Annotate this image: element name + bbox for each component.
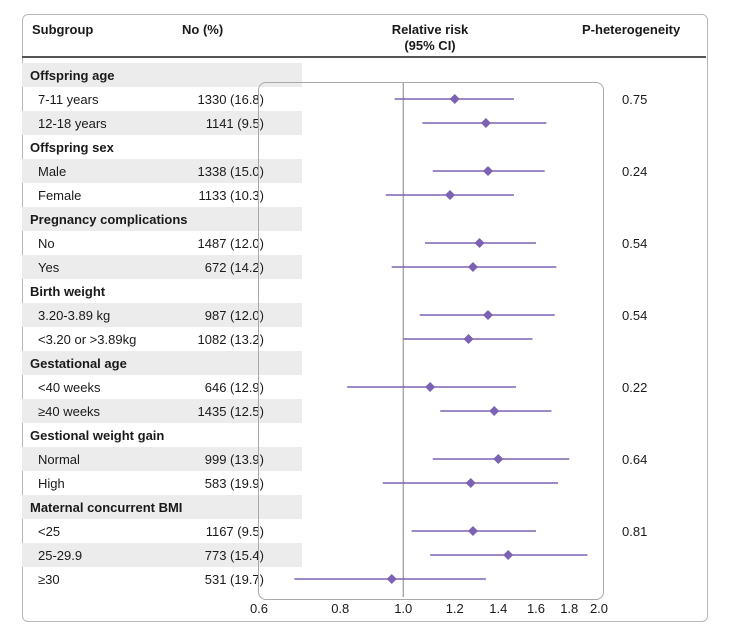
table-row: ≥30 531 (19.7) <box>22 567 302 591</box>
x-tick-label: 0.6 <box>250 601 268 616</box>
p-heterogeneity-header: P-heterogeneity <box>582 22 681 37</box>
table-row: No 1487 (12.0) <box>22 231 302 255</box>
table-row: ≥40 weeks 1435 (12.5) <box>22 399 302 423</box>
point-estimate-diamond <box>489 406 500 416</box>
row-label: <3.20 or >3.89kg <box>38 332 137 347</box>
count-percent: 672 (14.2) <box>204 260 264 275</box>
x-tick-label: 1.6 <box>527 601 545 616</box>
count-percent: 1487 (12.0) <box>197 236 265 251</box>
row-label: Male <box>38 164 67 179</box>
point-estimate-diamond <box>425 382 436 392</box>
row-label: Yes <box>38 260 60 275</box>
row-label: Female <box>38 188 82 203</box>
table-row: 7-11 years 1330 (16.8) <box>22 87 302 111</box>
point-estimate-diamond <box>444 190 455 200</box>
rr-header-line1: Relative risk <box>391 22 469 37</box>
p-heterogeneity-value: 0.54 <box>622 308 648 323</box>
row-label: 25-29.9 <box>38 548 83 563</box>
count-percent: 1133 (10.3) <box>198 188 264 203</box>
subgroup-header: Subgroup <box>32 22 94 37</box>
point-estimate-diamond <box>467 526 478 536</box>
group-label: Birth weight <box>30 284 106 299</box>
table-row: High 583 (19.9) <box>22 471 302 495</box>
x-tick-label: 1.0 <box>394 601 412 616</box>
row-label: <25 <box>38 524 61 539</box>
group-header-row: Gestional weight gain <box>22 423 302 447</box>
count-percent: 646 (12.9) <box>204 380 264 395</box>
group-header-row: Offspring sex <box>22 135 302 159</box>
x-tick-label: 1.4 <box>489 601 507 616</box>
rr-header: Relative risk (95% CI) <box>380 22 480 54</box>
point-estimate-diamond <box>493 454 504 464</box>
count-percent: 773 (15.4) <box>204 548 264 563</box>
table-row: <25 1167 (9.5) <box>22 519 302 543</box>
row-label: No <box>38 236 55 251</box>
table-row: <3.20 or >3.89kg 1082 (13.2) <box>22 327 302 351</box>
row-label: ≥40 weeks <box>38 404 101 419</box>
row-label: ≥30 <box>38 572 60 587</box>
table-row: 3.20-3.89 kg 987 (12.0) <box>22 303 302 327</box>
count-percent: 583 (19.9) <box>204 476 264 491</box>
rr-header-line2: (95% CI) <box>404 38 456 53</box>
group-header-row: Birth weight <box>22 279 302 303</box>
group-label: Gestational age <box>30 356 127 371</box>
x-tick-label: 1.2 <box>446 601 464 616</box>
row-label: 12-18 years <box>38 116 107 131</box>
x-tick-label: 0.8 <box>331 601 349 616</box>
row-label: Normal <box>38 452 80 467</box>
point-estimate-diamond <box>483 310 494 320</box>
table-row: 25-29.9 773 (15.4) <box>22 543 302 567</box>
point-estimate-diamond <box>463 334 474 344</box>
row-label: <40 weeks <box>38 380 101 395</box>
p-heterogeneity-value: 0.24 <box>622 164 648 179</box>
count-percent: 999 (13.9) <box>204 452 264 467</box>
point-estimate-diamond <box>503 550 514 560</box>
row-label: High <box>38 476 65 491</box>
p-heterogeneity-value: 0.54 <box>622 236 648 251</box>
table-row: Female 1133 (10.3) <box>22 183 302 207</box>
point-estimate-diamond <box>386 574 397 584</box>
group-label: Maternal concurrent BMI <box>30 500 183 515</box>
count-percent: 1082 (13.2) <box>197 332 265 347</box>
point-estimate-diamond <box>483 166 494 176</box>
x-tick-label: 1.8 <box>560 601 578 616</box>
point-estimate-diamond <box>480 118 491 128</box>
point-estimate-diamond <box>474 238 485 248</box>
count-percent: 1330 (16.8) <box>197 92 265 107</box>
group-label: Offspring age <box>30 68 115 83</box>
count-percent: 1167 (9.5) <box>205 524 264 539</box>
group-label: Gestional weight gain <box>30 428 165 443</box>
table-row: <40 weeks 646 (12.9) <box>22 375 302 399</box>
point-estimate-diamond <box>467 262 478 272</box>
p-heterogeneity-value: 0.22 <box>622 380 648 395</box>
plot-area <box>258 82 604 600</box>
count-percent: 1435 (12.5) <box>197 404 265 419</box>
group-header-row: Gestational age <box>22 351 302 375</box>
group-header-row: Pregnancy complications <box>22 207 302 231</box>
count-percent: 1141 (9.5) <box>205 116 264 131</box>
count-percent: 1338 (15.0) <box>197 164 265 179</box>
table-row: Male 1338 (15.0) <box>22 159 302 183</box>
count-percent: 531 (19.7) <box>204 572 264 587</box>
table-row: Yes 672 (14.2) <box>22 255 302 279</box>
table-row: Normal 999 (13.9) <box>22 447 302 471</box>
no-header: No (%) <box>182 22 224 37</box>
row-label: 7-11 years <box>38 92 99 107</box>
point-estimate-diamond <box>465 478 476 488</box>
p-heterogeneity-value: 0.75 <box>622 92 648 107</box>
table-row: 12-18 years 1141 (9.5) <box>22 111 302 135</box>
group-header-row: Maternal concurrent BMI <box>22 495 302 519</box>
count-percent: 987 (12.0) <box>204 308 264 323</box>
p-heterogeneity-value: 0.64 <box>622 452 648 467</box>
group-label: Pregnancy complications <box>30 212 188 227</box>
header-rule <box>22 56 706 58</box>
point-estimate-diamond <box>449 94 460 104</box>
x-tick-label: 2.0 <box>590 601 608 616</box>
row-label: 3.20-3.89 kg <box>38 308 111 323</box>
group-header-row: Offspring age <box>22 63 302 87</box>
p-heterogeneity-value: 0.81 <box>622 524 648 539</box>
group-label: Offspring sex <box>30 140 114 155</box>
